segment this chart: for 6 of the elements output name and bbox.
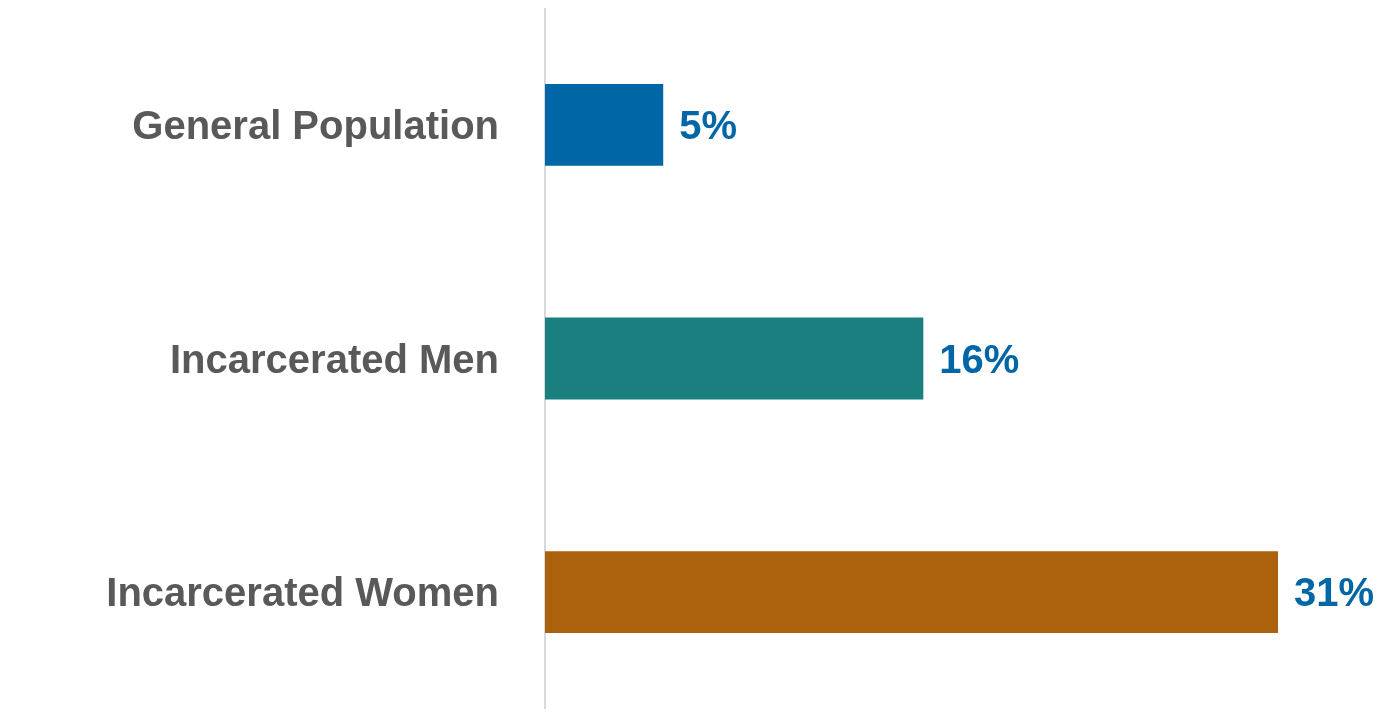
data-label: 16% — [939, 336, 1020, 381]
y-tick-label: General Population — [132, 102, 499, 147]
y-tick-label: Incarcerated Women — [106, 570, 499, 615]
y-tick-label: Incarcerated Men — [169, 336, 499, 381]
data-label: 5% — [679, 102, 738, 147]
data-label: 31% — [1294, 570, 1375, 615]
